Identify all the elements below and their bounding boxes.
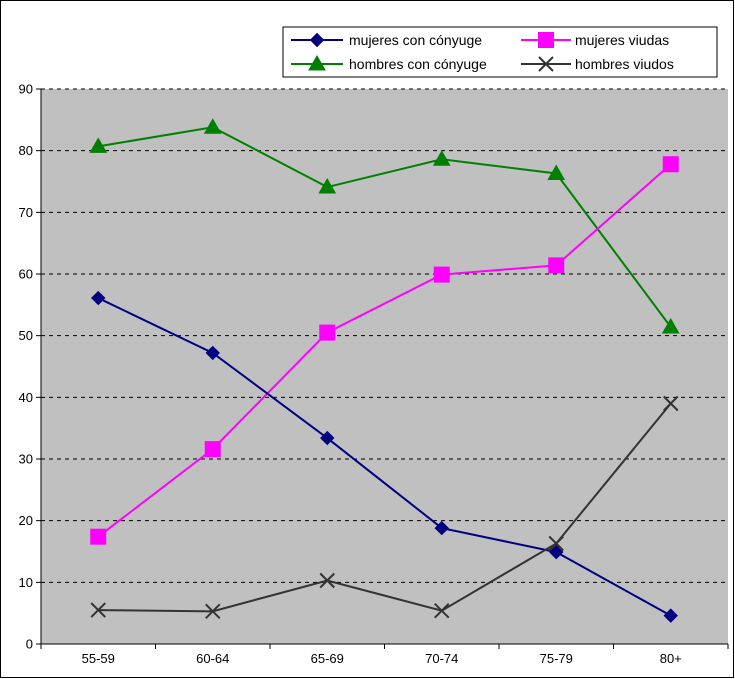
data-point-mujeres-viudas <box>662 156 679 173</box>
y-tick-label: 90 <box>19 82 33 97</box>
plot-area <box>41 89 728 644</box>
series-line-mujeres-con-c-nyuge <box>97 297 672 617</box>
legend-entry-mujeres-viudas: mujeres viudas <box>521 32 669 48</box>
legend-entry-mujeres-con-c-nyuge: mujeres con cónyuge <box>291 32 482 48</box>
data-point-hombres-viudos <box>205 603 221 620</box>
series-hombres-con-c-nyuge <box>89 118 680 334</box>
data-point-hombres-viudos <box>319 572 335 589</box>
legend-entry-hombres-viudos: hombres viudos <box>521 56 674 72</box>
legend-marker-hombres-con-c-nyuge <box>308 54 326 71</box>
data-point-mujeres-viudas <box>433 266 450 283</box>
x-tick-label: 55-59 <box>82 651 115 666</box>
y-tick-label: 70 <box>19 205 33 220</box>
series-mujeres-viudas <box>90 156 679 545</box>
data-point-hombres-viudos <box>663 395 679 412</box>
data-point-mujeres-con-c-nyuge <box>549 544 564 560</box>
gridlines <box>41 88 728 583</box>
legend-entry-hombres-con-c-nyuge: hombres con cónyuge <box>291 54 487 72</box>
y-tick-label: 10 <box>19 575 33 590</box>
x-tick-label: 75-79 <box>540 651 573 666</box>
y-tick-label: 80 <box>19 143 33 158</box>
series-line-hombres-viudos <box>98 402 672 613</box>
data-point-hombres-con-c-nyuge <box>203 118 222 134</box>
legend: mujeres con cónyuge mujeres viudas hombres… <box>282 26 718 78</box>
legend-label-mujeres-viudas: mujeres viudas <box>575 32 669 48</box>
legend-box <box>282 26 718 78</box>
x-tick-label: 60-64 <box>196 651 229 666</box>
series-line-mujeres-viudas <box>97 163 672 538</box>
series-mujeres-con-c-nyuge <box>91 290 678 623</box>
series-hombres-viudos <box>90 395 679 620</box>
x-tick-label: 80+ <box>660 651 682 666</box>
data-point-hombres-con-c-nyuge <box>661 318 680 334</box>
data-point-hombres-viudos <box>434 602 450 619</box>
data-point-hombres-viudos <box>90 602 106 618</box>
data-point-mujeres-con-c-nyuge <box>91 290 106 306</box>
data-point-hombres-con-c-nyuge <box>432 150 451 166</box>
legend-label-mujeres-con-c-nyuge: mujeres con cónyuge <box>349 32 482 48</box>
data-point-mujeres-viudas <box>548 257 565 274</box>
data-point-mujeres-viudas <box>319 324 336 341</box>
y-tick-label: 0 <box>26 637 33 652</box>
data-point-mujeres-con-c-nyuge <box>434 520 449 536</box>
y-tick-label: 60 <box>19 267 33 282</box>
legend-marker-hombres-viudos <box>538 56 554 72</box>
data-point-hombres-con-c-nyuge <box>547 164 566 180</box>
y-tick-label: 50 <box>19 328 33 343</box>
data-point-mujeres-con-c-nyuge <box>663 608 678 623</box>
legend-marker-mujeres-con-c-nyuge <box>309 32 325 48</box>
y-tick-label: 20 <box>19 513 33 528</box>
data-point-mujeres-viudas <box>204 441 221 458</box>
data-point-mujeres-con-c-nyuge <box>320 430 335 446</box>
legend-label-hombres-con-c-nyuge: hombres con cónyuge <box>349 56 487 72</box>
series-layer <box>89 118 680 623</box>
series-line-hombres-con-c-nyuge <box>98 126 672 328</box>
legend-label-hombres-viudos: hombres viudos <box>575 56 674 72</box>
x-tick-label: 70-74 <box>425 651 458 666</box>
data-point-hombres-viudos <box>548 535 564 552</box>
data-point-mujeres-con-c-nyuge <box>205 345 220 361</box>
y-tick-label: 40 <box>19 390 33 405</box>
data-point-hombres-con-c-nyuge <box>318 178 337 194</box>
data-point-hombres-con-c-nyuge <box>89 137 108 153</box>
axes: 0 10 20 30 40 50 60 70 80 90 55-59 60-64 65-69 70-74 7… <box>19 82 729 666</box>
data-point-mujeres-viudas <box>90 528 107 545</box>
legend-marker-mujeres-viudas <box>538 32 554 48</box>
x-tick-label: 65-69 <box>311 651 344 666</box>
y-tick-label: 30 <box>19 452 33 467</box>
